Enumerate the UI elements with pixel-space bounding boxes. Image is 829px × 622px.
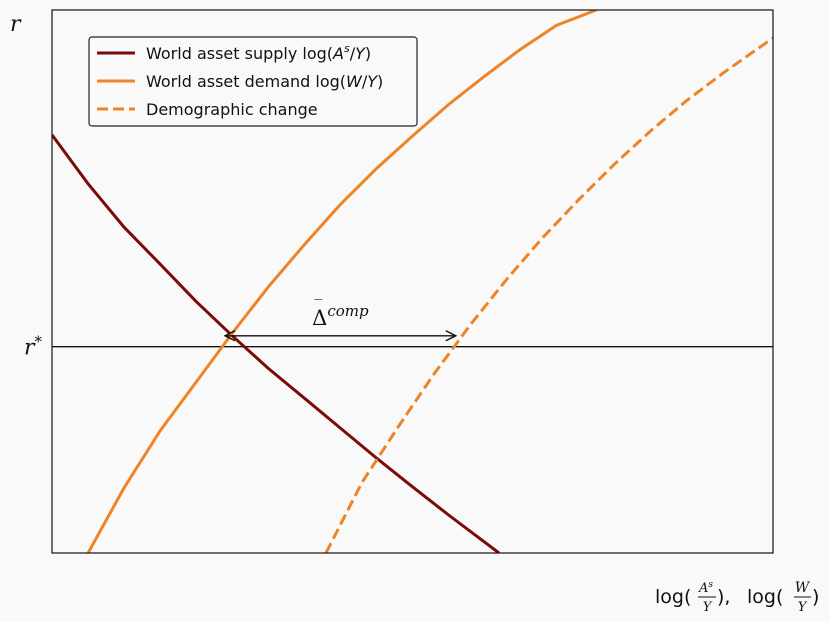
x-axis-label: log( As Y ), log( W Y ) bbox=[655, 580, 819, 615]
delta-symbol: Δ bbox=[312, 306, 327, 330]
equilibrium-rate-sup: * bbox=[35, 333, 43, 351]
x-label-prefix2: log( bbox=[747, 586, 783, 608]
legend-supply-slash: / bbox=[350, 44, 356, 63]
x-label-prefix: log( bbox=[655, 586, 691, 608]
y-axis-label: r bbox=[10, 12, 22, 37]
delta-superscript: comp bbox=[327, 302, 369, 320]
plot-frame bbox=[51, 9, 774, 554]
legend-entry-supply: World asset supply log(As/Y) bbox=[146, 42, 371, 63]
equilibrium-rate-base: r bbox=[24, 336, 36, 361]
legend-demand-close: ) bbox=[377, 72, 383, 91]
legend-supply-den: Y bbox=[355, 44, 366, 63]
legend-supply-num: A bbox=[332, 44, 344, 63]
legend-supply-main: World asset supply log( bbox=[146, 44, 333, 63]
x-label-a-sup: s bbox=[708, 580, 713, 590]
delta-bar: ‾ bbox=[314, 296, 322, 315]
legend-entry-change: Demographic change bbox=[146, 100, 318, 119]
x-label-separator: ), bbox=[717, 586, 730, 608]
x-label-w-den: Y bbox=[798, 600, 808, 615]
x-label-a-den: Y bbox=[703, 600, 713, 615]
delta-comp-label: Δcomp bbox=[312, 302, 369, 330]
legend-demand-num: W bbox=[346, 72, 363, 91]
x-label-suffix: ) bbox=[812, 586, 819, 608]
x-label-a-num: As bbox=[698, 580, 713, 596]
series-line-world-asset-supply bbox=[52, 134, 500, 553]
x-label-a-letter: A bbox=[698, 581, 708, 596]
series-line-world-asset-demand bbox=[86, 10, 597, 553]
legend: World asset supply log(As/Y) World asset… bbox=[88, 36, 418, 127]
legend-demand-den: Y bbox=[367, 72, 378, 91]
series-line-demographic-change bbox=[324, 36, 773, 553]
legend-demand-slash: / bbox=[362, 72, 368, 91]
legend-demand-main: World asset demand log( bbox=[146, 72, 346, 91]
legend-entry-demand: World asset demand log(W/Y) bbox=[146, 72, 383, 91]
x-label-w-num: W bbox=[795, 580, 811, 596]
legend-box bbox=[88, 36, 418, 127]
plot-content bbox=[52, 10, 773, 553]
legend-supply-sup: s bbox=[344, 42, 350, 55]
legend-supply-close: ) bbox=[365, 44, 371, 63]
equilibrium-rate-label: r* bbox=[24, 333, 43, 361]
